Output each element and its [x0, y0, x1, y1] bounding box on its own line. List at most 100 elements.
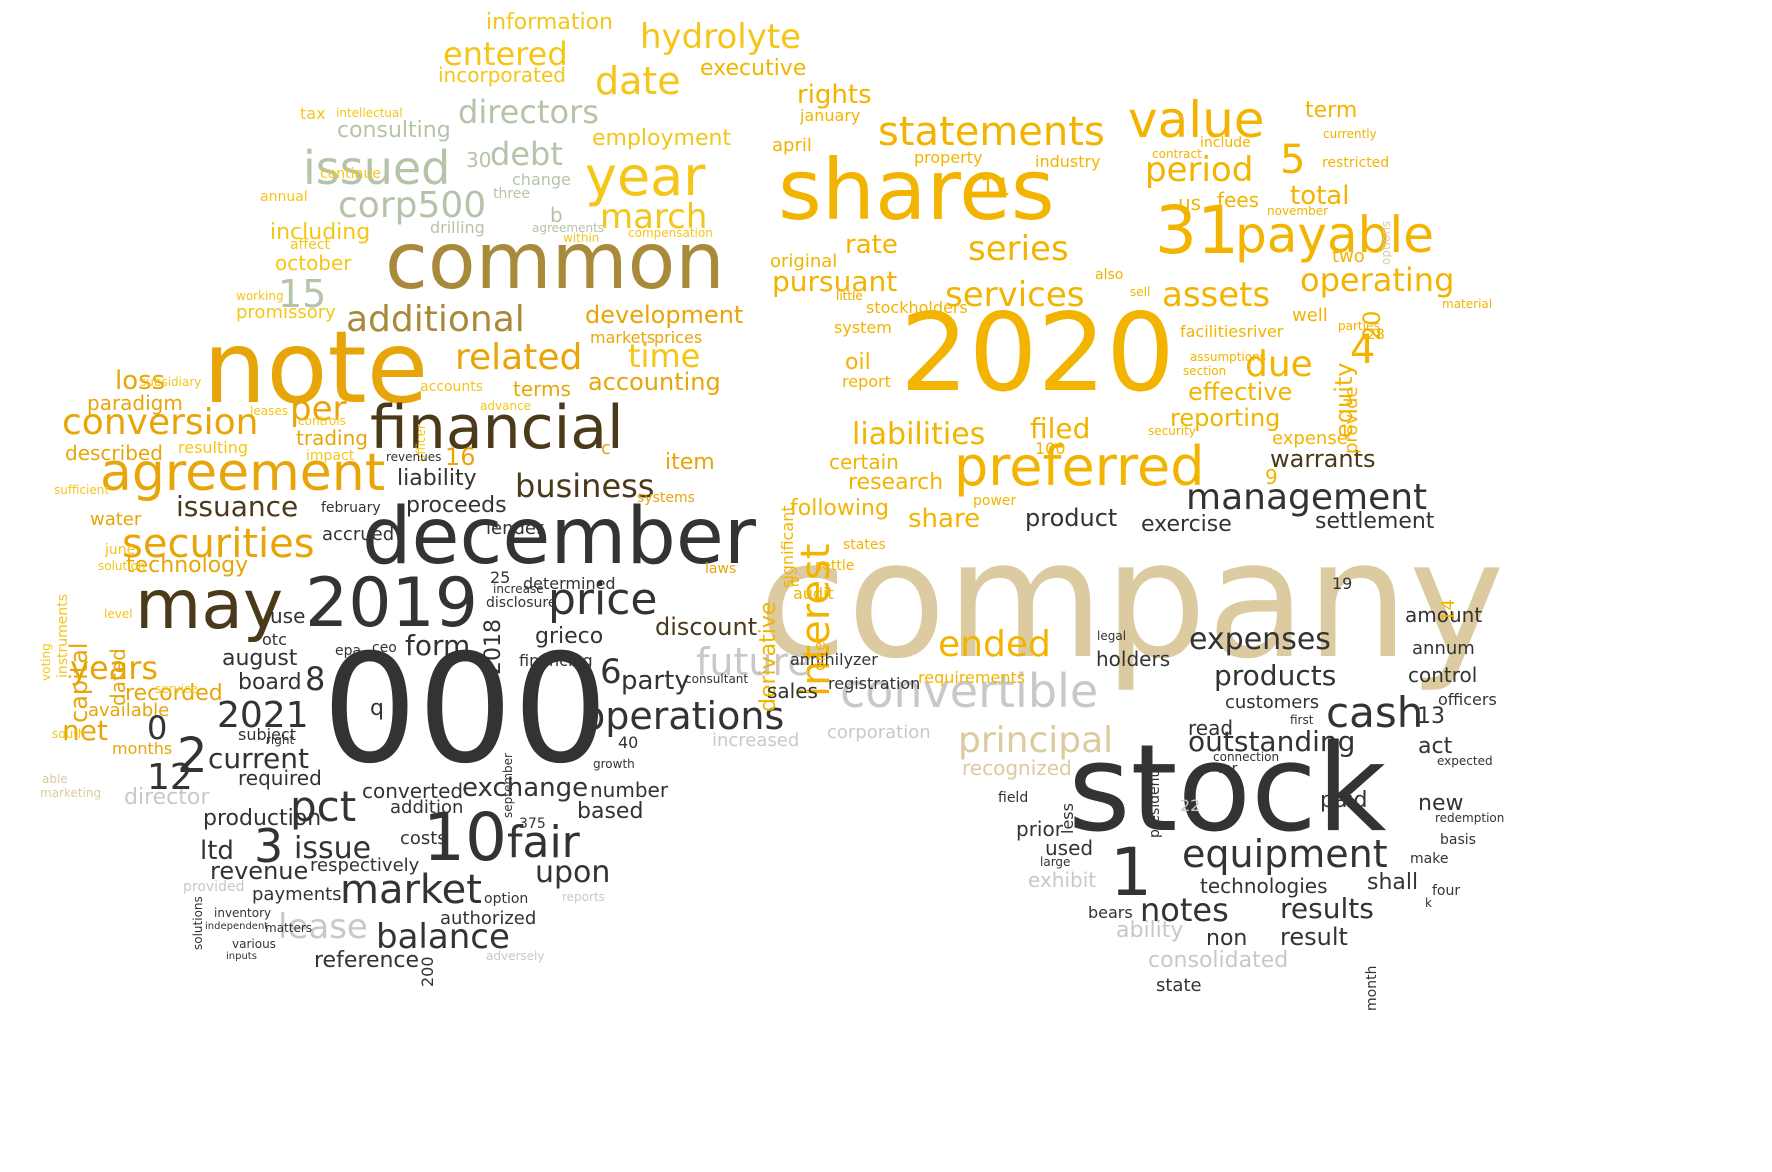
word-converted: converted	[362, 779, 464, 803]
word-stockholders: stockholders	[866, 298, 968, 317]
word-leases: leases	[250, 404, 288, 418]
word-share: share	[908, 504, 981, 534]
word-two: two	[1332, 246, 1365, 267]
word-compensation: compensation	[628, 226, 713, 240]
word-june: june	[105, 542, 136, 558]
word-read: read	[1188, 716, 1234, 740]
word-years: years	[70, 649, 159, 687]
word-large: large	[1040, 855, 1071, 869]
word-15: 15	[278, 272, 327, 316]
word-5: 5	[1280, 137, 1306, 183]
word-year: year	[585, 145, 706, 208]
word-ltd: ltd	[200, 836, 234, 866]
word-march: march	[600, 197, 708, 237]
word-trading: trading	[296, 426, 368, 450]
word-controls: controls	[298, 414, 346, 428]
word-paradigm: paradigm	[87, 391, 183, 415]
word-determined: determined	[523, 574, 616, 593]
word-south: south	[52, 727, 86, 741]
word-balance: balance	[376, 917, 510, 957]
word-solutions: solutions	[191, 896, 205, 950]
word-otc: otc	[262, 630, 287, 649]
word-corporation: corporation	[827, 722, 931, 743]
word-2: 2	[177, 728, 208, 784]
word-fair: fair	[507, 817, 580, 868]
word-authorized: authorized	[440, 908, 537, 929]
word-current: current	[208, 742, 310, 775]
word-rate: rate	[845, 230, 898, 260]
word-c: c	[601, 438, 611, 459]
word-financial: financial	[370, 393, 624, 463]
word-accounts: accounts	[420, 379, 484, 395]
word-28: 28	[1367, 327, 1385, 343]
word-matters: matters	[265, 921, 313, 935]
word-october: october	[275, 251, 352, 275]
word-less: less	[1058, 803, 1077, 835]
word-annual: annual	[260, 189, 308, 205]
word-board: board	[238, 670, 302, 695]
word-000: 000	[322, 623, 609, 797]
word-price: price	[548, 574, 658, 625]
word-addition: addition	[390, 797, 464, 818]
word-material: material	[1442, 297, 1493, 311]
word-issuance: issuance	[176, 490, 299, 523]
word-200: 200	[418, 956, 437, 987]
word-assumptions: assumptions	[1190, 350, 1267, 364]
word-net: net	[62, 714, 108, 747]
word-agreements: agreements	[532, 221, 605, 235]
word-december: december	[362, 492, 756, 582]
word-cash: cash	[1326, 688, 1424, 737]
word-basis: basis	[1440, 832, 1476, 848]
word-paid: paid	[1320, 788, 1368, 813]
word-30: 30	[466, 148, 492, 172]
word-recorded: recorded	[125, 681, 223, 706]
word-entered: entered	[443, 35, 568, 73]
word-2018: 2018	[481, 618, 506, 675]
word-securities: securities	[122, 521, 315, 567]
word-4: 4	[1350, 327, 1376, 373]
word-e: e	[790, 571, 800, 590]
word-debt: debt	[490, 135, 563, 173]
word-12: 12	[147, 757, 193, 798]
word-based: based	[577, 799, 644, 824]
word-consolidated: consolidated	[1148, 948, 1289, 973]
word-new: new	[1418, 791, 1464, 816]
word-settlement: settlement	[1315, 509, 1435, 534]
word-item: item	[665, 450, 715, 475]
word-number: number	[590, 778, 669, 802]
word-40: 40	[618, 733, 639, 752]
word-water: water	[90, 509, 142, 530]
word-consulting: consulting	[337, 118, 451, 143]
word-state: state	[1156, 975, 1202, 996]
word-legal: legal	[1097, 629, 1127, 643]
word-principal: principal	[958, 720, 1114, 761]
word-issue: issue	[294, 831, 372, 866]
word-property: property	[914, 148, 983, 167]
word-including: including	[270, 220, 371, 245]
word-payments: payments	[252, 884, 342, 905]
word-laws: laws	[705, 561, 737, 577]
word-additional: additional	[346, 299, 525, 340]
word-disclosure: disclosure	[486, 595, 557, 611]
word-one: one	[810, 641, 829, 671]
word-stock: stock	[1068, 720, 1387, 859]
word-september: september	[501, 752, 515, 818]
word-promissory: promissory	[236, 302, 336, 323]
word-discount: discount	[655, 613, 758, 641]
word-expenses: expenses	[1189, 622, 1331, 657]
word-business: business	[515, 467, 655, 505]
word-issued: issued	[303, 141, 451, 195]
word-drilling: drilling	[430, 218, 485, 237]
word-equipment: equipment	[1182, 832, 1388, 876]
word-power: power	[973, 493, 1017, 509]
word-restricted: restricted	[1322, 155, 1390, 171]
word-holders: holders	[1096, 647, 1171, 671]
word-note: note	[203, 309, 429, 426]
word-accrued: accrued	[322, 524, 395, 545]
word-rights: rights	[797, 80, 872, 110]
word-systems: systems	[637, 490, 695, 506]
word-impact: impact	[306, 448, 355, 464]
word-settle: settle	[815, 558, 855, 574]
word-requirements: requirements	[918, 668, 1026, 687]
word-required: required	[238, 766, 322, 790]
